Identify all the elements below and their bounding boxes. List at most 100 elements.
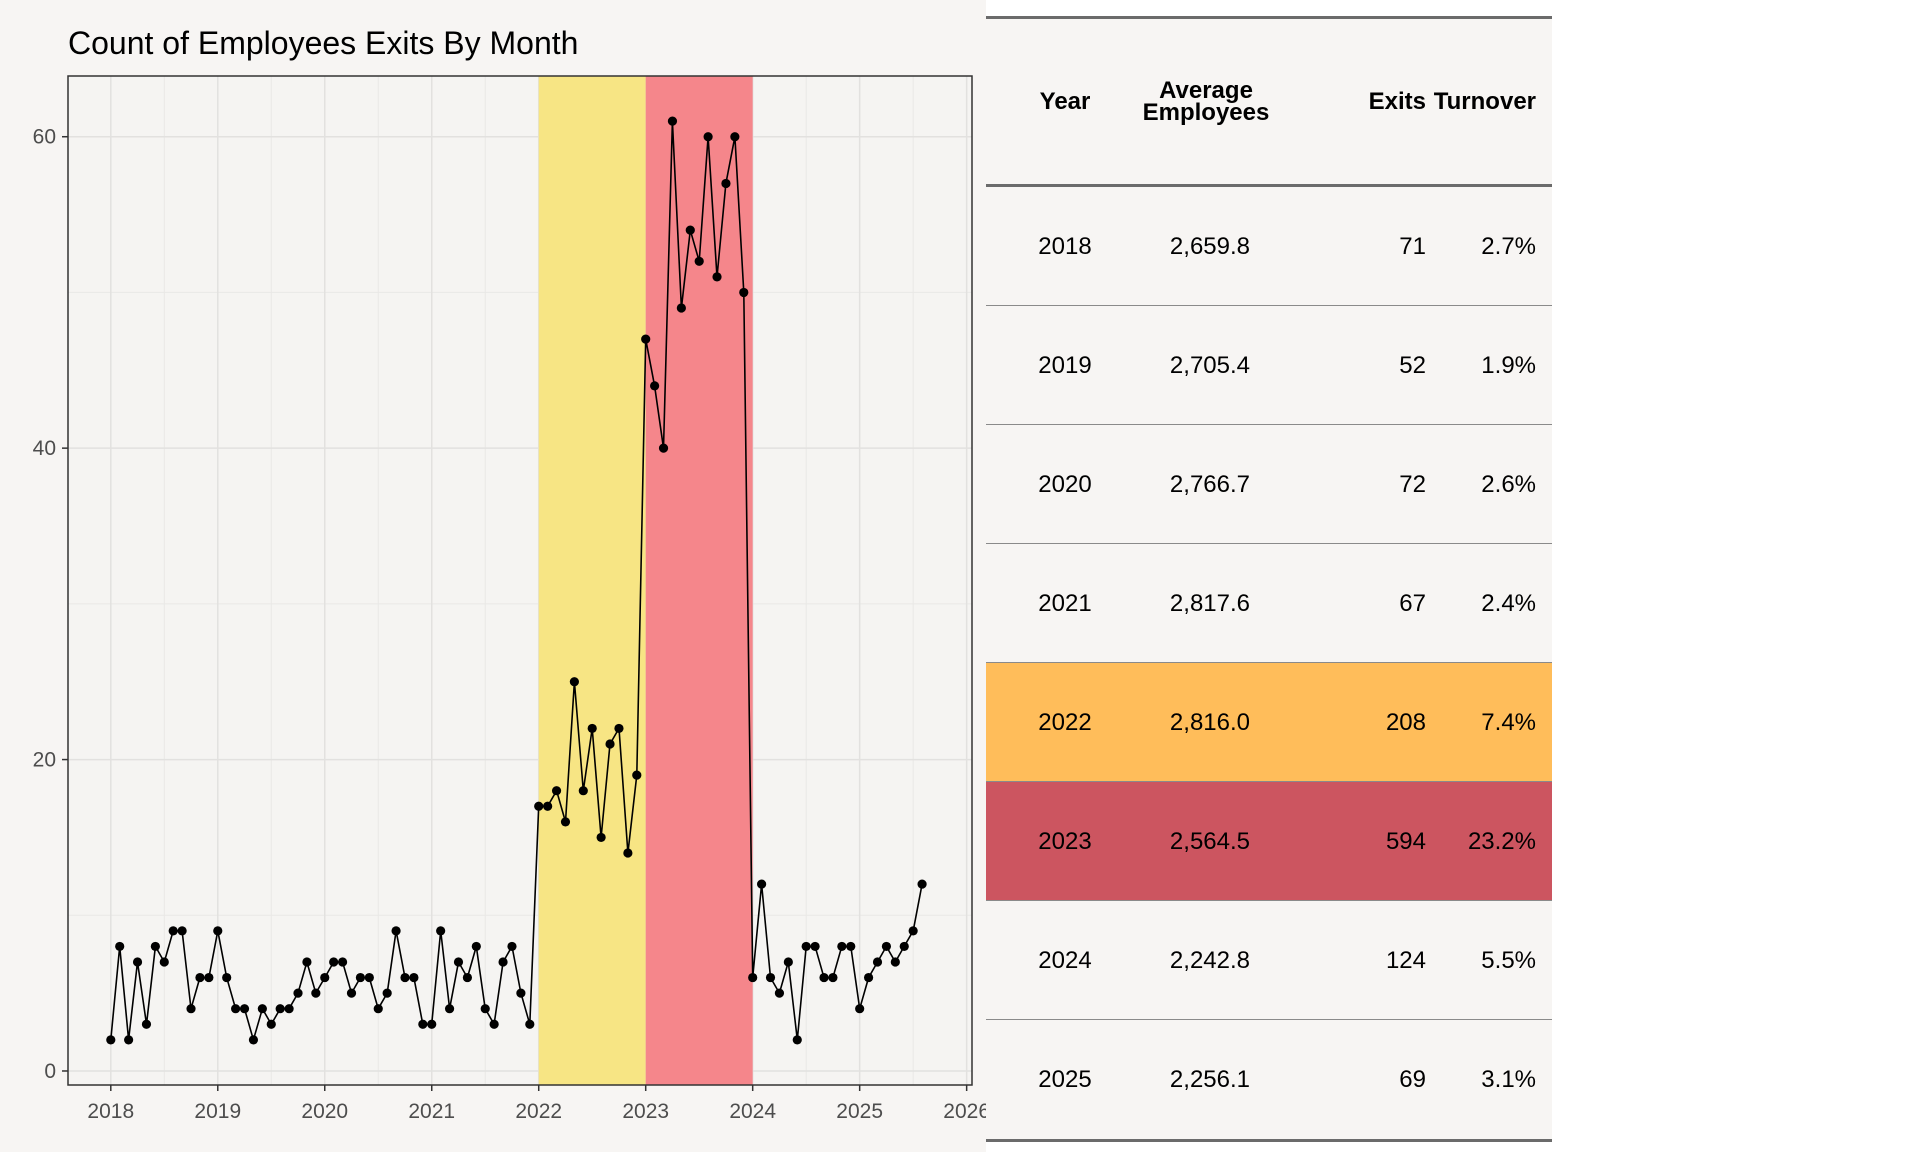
table-bottom-rule xyxy=(986,1139,1552,1142)
data-point xyxy=(266,1019,276,1029)
data-point xyxy=(908,926,918,936)
cell-average-employees: 2,564.5 xyxy=(1169,828,1250,855)
data-point xyxy=(400,972,410,983)
cell-exits: 594 xyxy=(1385,828,1426,855)
cell-turnover: 2.4% xyxy=(1481,590,1536,617)
table-row: 2025 2,256.1 69 3.1% xyxy=(986,1020,1552,1139)
cell-year: 2019 xyxy=(1038,352,1092,379)
header-exits: Exits xyxy=(1368,88,1426,115)
table-row: 2021 2,817.6 67 2.4% xyxy=(986,544,1552,663)
data-point xyxy=(364,972,374,983)
row-divider xyxy=(986,305,1552,306)
data-point xyxy=(712,272,722,282)
data-point xyxy=(168,926,178,936)
highlight-band-1 xyxy=(645,76,753,1085)
header-year: Year xyxy=(1039,88,1091,115)
data-point xyxy=(132,957,143,967)
data-point xyxy=(231,1004,241,1014)
exits-series-line xyxy=(110,121,923,1043)
data-point xyxy=(311,988,321,998)
cell-average-employees: 2,242.8 xyxy=(1169,947,1250,974)
data-point xyxy=(427,1019,437,1029)
row-divider xyxy=(986,781,1552,782)
cell-average-employees: 2,659.8 xyxy=(1169,233,1250,260)
cell-year: 2023 xyxy=(1038,828,1092,855)
header-average-label: Average xyxy=(1159,77,1253,104)
data-point xyxy=(623,848,633,858)
data-point xyxy=(917,879,927,889)
data-point xyxy=(739,287,749,298)
data-point xyxy=(302,957,312,967)
turnover-table: Year Average Employees Exits Turnover 20… xyxy=(986,16,1552,1142)
y-tick-label: 0 xyxy=(44,1060,56,1083)
table-row: 2019 2,705.4 52 1.9% xyxy=(986,306,1552,425)
data-point xyxy=(810,941,820,952)
plot-border xyxy=(67,75,973,1086)
row-divider xyxy=(986,1019,1552,1020)
cell-turnover: 3.1% xyxy=(1481,1066,1536,1093)
cell-year: 2022 xyxy=(1038,709,1092,736)
data-point xyxy=(115,941,125,952)
data-point xyxy=(436,926,446,936)
data-point xyxy=(177,926,187,936)
data-point xyxy=(676,303,686,313)
data-point xyxy=(774,988,785,998)
data-point xyxy=(195,972,205,983)
y-tick-label: 40 xyxy=(33,437,56,460)
data-point xyxy=(890,957,900,967)
data-point xyxy=(578,786,588,796)
data-point xyxy=(872,957,883,967)
data-point xyxy=(507,941,517,952)
data-point xyxy=(569,677,579,687)
data-point xyxy=(124,1035,134,1045)
cell-turnover: 1.9% xyxy=(1481,352,1536,379)
cell-exits: 67 xyxy=(1399,590,1426,617)
data-point xyxy=(667,116,678,126)
data-point xyxy=(355,972,366,983)
exits-chart-panel: 0 20 40 60 2018 2019 2020 2021 2022 2023 2024 2025 2… xyxy=(0,0,986,1152)
data-point xyxy=(409,972,419,983)
data-point xyxy=(320,972,330,983)
header-bottom-rule xyxy=(986,184,1552,187)
data-point xyxy=(792,1035,802,1045)
cell-turnover: 7.4% xyxy=(1481,709,1536,736)
data-point xyxy=(275,1004,285,1014)
data-point xyxy=(106,1035,116,1045)
x-tick-label: 2018 xyxy=(87,1100,134,1123)
x-tick-label: 2023 xyxy=(622,1100,669,1123)
data-point xyxy=(560,817,571,827)
data-point xyxy=(596,832,606,843)
data-point xyxy=(730,132,740,142)
cell-average-employees: 2,256.1 xyxy=(1169,1066,1250,1093)
x-tick-label: 2024 xyxy=(729,1100,776,1123)
data-point xyxy=(863,972,874,983)
data-point xyxy=(650,381,660,391)
data-point xyxy=(418,1019,428,1029)
data-point xyxy=(453,957,464,967)
data-point xyxy=(685,225,695,235)
cell-year: 2020 xyxy=(1038,471,1092,498)
data-point xyxy=(284,1004,294,1014)
data-point xyxy=(346,988,357,998)
data-point xyxy=(204,972,214,983)
data-point xyxy=(382,988,392,998)
cell-exits: 71 xyxy=(1399,233,1426,260)
data-point xyxy=(498,957,508,967)
row-divider xyxy=(986,543,1552,544)
data-point xyxy=(248,1035,259,1045)
data-point xyxy=(489,1019,499,1029)
table-row: 2018 2,659.8 71 2.7% xyxy=(986,187,1552,306)
data-point xyxy=(516,988,526,998)
chart-title: Count of Employees Exits By Month xyxy=(68,25,578,61)
cell-average-employees: 2,817.6 xyxy=(1169,590,1250,617)
row-divider xyxy=(986,900,1552,901)
data-point xyxy=(641,334,651,344)
x-tick-label: 2020 xyxy=(301,1100,348,1123)
cell-exits: 52 xyxy=(1399,352,1426,379)
cell-turnover: 5.5% xyxy=(1481,947,1536,974)
x-tick-label: 2019 xyxy=(194,1100,241,1123)
data-point xyxy=(222,972,232,983)
cell-average-employees: 2,766.7 xyxy=(1169,471,1250,498)
data-point xyxy=(765,972,776,983)
